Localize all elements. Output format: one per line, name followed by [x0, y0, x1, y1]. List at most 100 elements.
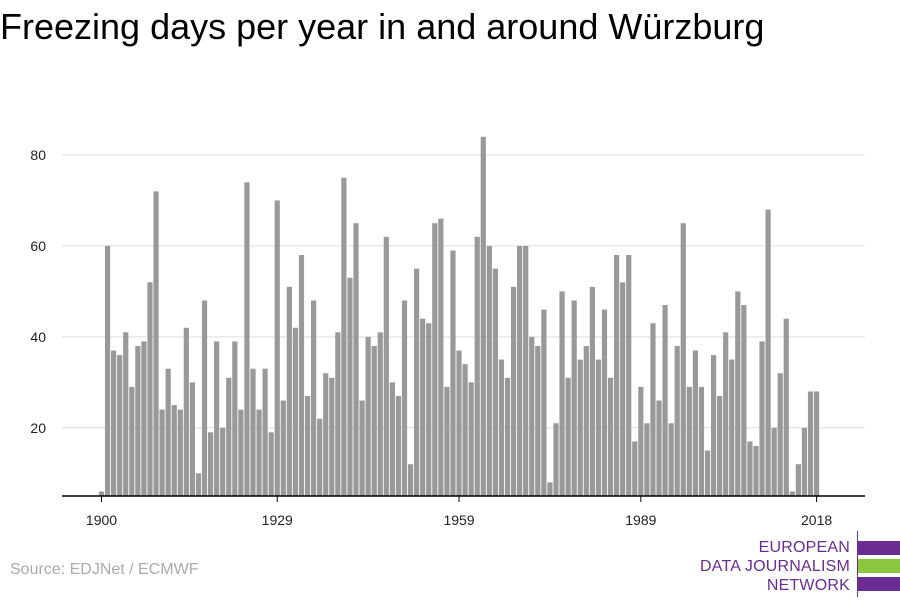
bar [214, 341, 220, 496]
bar [717, 395, 723, 496]
bar [201, 300, 208, 496]
logo-divider [857, 531, 858, 597]
bar [777, 373, 783, 496]
logo-bar-purple-top [858, 541, 900, 555]
bar [171, 405, 177, 496]
bar [704, 450, 711, 496]
bar [486, 245, 492, 496]
bar [535, 345, 541, 496]
logo-line-3: NETWORK [766, 577, 850, 594]
bar [813, 391, 820, 496]
bar [741, 305, 747, 496]
bar [559, 291, 565, 496]
bar [444, 386, 450, 496]
bar [589, 286, 595, 496]
bar [759, 341, 765, 496]
bar [710, 355, 717, 496]
bars [98, 136, 820, 497]
y-tick-label: 80 [30, 147, 46, 163]
edjnet-logo: EUROPEAN DATA JOURNALISM NETWORK [700, 531, 900, 597]
bar [450, 250, 456, 496]
bar [541, 309, 547, 496]
bar [347, 277, 353, 496]
logo-bar-green [858, 559, 900, 573]
bar [262, 368, 268, 496]
bar [389, 382, 395, 496]
bar [329, 377, 335, 496]
y-tick-label: 40 [30, 329, 46, 345]
bar [220, 427, 226, 496]
bar [407, 464, 414, 496]
bar [480, 136, 486, 496]
chart-title: Freezing days per year in and around Wür… [0, 6, 765, 47]
bar [438, 218, 444, 496]
bar [638, 386, 644, 496]
x-tick-label: 1989 [625, 512, 656, 528]
bar [468, 382, 474, 496]
bar [680, 223, 686, 496]
bar [595, 359, 602, 496]
bar [365, 336, 371, 496]
bar [232, 341, 238, 496]
bar [795, 464, 801, 496]
bar [250, 368, 256, 496]
bar [359, 400, 365, 496]
bar [723, 332, 729, 496]
bar [729, 359, 735, 496]
bar [383, 236, 389, 496]
bar [801, 427, 808, 496]
bar [523, 245, 529, 496]
y-tick-label: 60 [30, 238, 46, 254]
bar [141, 341, 147, 496]
bar [123, 332, 129, 496]
bar [698, 386, 705, 496]
bar [256, 409, 262, 496]
bar [692, 350, 698, 496]
bar [783, 318, 789, 496]
bar [577, 359, 583, 496]
bar [311, 300, 317, 496]
bar [614, 255, 620, 496]
bar [395, 395, 402, 496]
bar [401, 300, 408, 496]
bar [807, 391, 814, 496]
bar [462, 364, 468, 496]
bar [747, 441, 753, 496]
bar [189, 382, 195, 496]
bar [117, 355, 123, 496]
bar [98, 491, 105, 496]
logo-bar-purple-bottom [858, 577, 900, 591]
bar [371, 345, 377, 496]
bar [553, 423, 559, 496]
x-tick-label: 1929 [262, 512, 293, 528]
bar [656, 400, 662, 496]
bar [147, 282, 153, 496]
bar [771, 427, 777, 496]
bar [565, 377, 571, 496]
bar [323, 373, 329, 496]
bar [510, 286, 517, 496]
x-axis-ticks: 1900 1929 1959 1989 2018 [86, 496, 832, 528]
bar [626, 255, 632, 496]
bar [583, 345, 589, 496]
bar [244, 182, 250, 496]
bar [474, 236, 480, 496]
bar [286, 286, 292, 496]
bar [765, 209, 771, 496]
bar [341, 177, 347, 497]
bar [644, 423, 650, 496]
bar [292, 327, 299, 496]
x-tick-label: 1900 [86, 512, 117, 528]
bar [601, 309, 608, 496]
bar [195, 473, 202, 496]
bar [620, 282, 626, 496]
bar [607, 377, 614, 496]
bar [238, 409, 244, 496]
bar [632, 441, 638, 496]
bar [335, 332, 341, 496]
bar [129, 386, 135, 496]
bar [456, 350, 462, 496]
bar [517, 245, 523, 496]
bar [420, 318, 426, 496]
